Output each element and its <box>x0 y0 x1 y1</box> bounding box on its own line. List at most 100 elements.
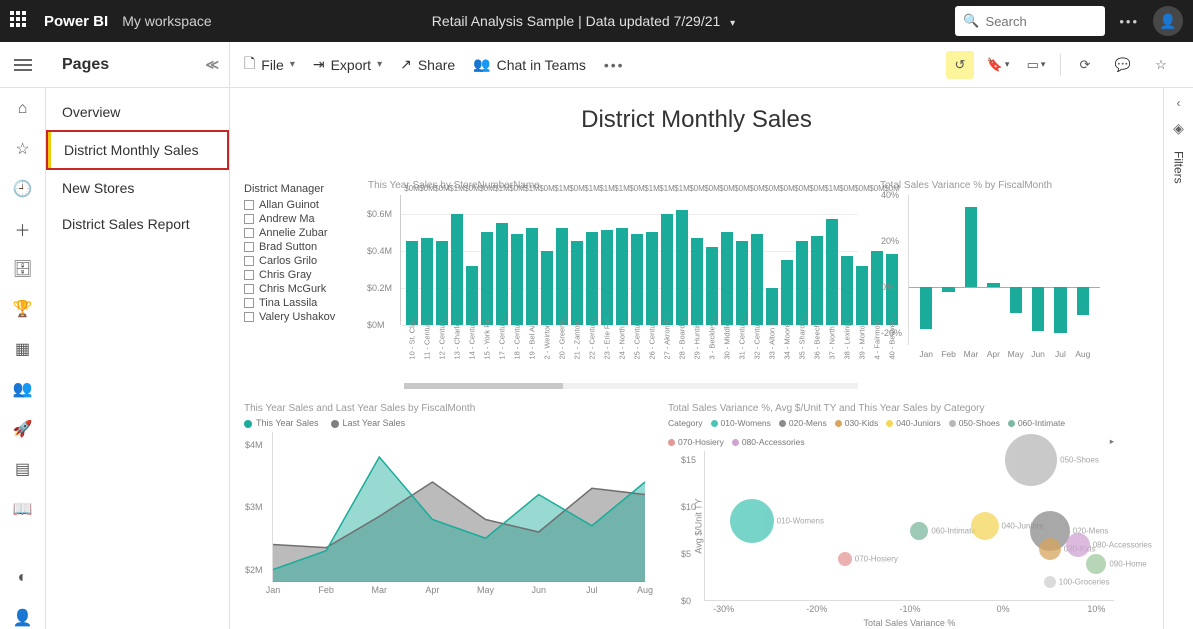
expand-filters-icon[interactable]: ‹ <box>1177 96 1181 110</box>
comment-button[interactable]: 💬 <box>1109 51 1137 79</box>
store-sales-bar-chart[interactable]: This Year Sales by StoreNumberName $0M$0… <box>368 180 858 370</box>
bar[interactable]: $1M26 - Centur… <box>645 195 659 325</box>
bar[interactable]: $0M11 - Centur… <box>420 195 434 325</box>
favorites-icon[interactable]: ☆ <box>12 138 34 160</box>
bar[interactable]: Jul <box>1052 195 1068 345</box>
bar[interactable]: $0M15 - York Fa… <box>480 195 494 325</box>
bar[interactable]: $0M35 - Sharon… <box>795 195 809 325</box>
bar[interactable]: Feb <box>940 195 956 345</box>
favorite-button[interactable]: ☆ <box>1147 51 1175 79</box>
bar[interactable]: May <box>1008 195 1024 345</box>
bar[interactable]: $0M29 - Huntin… <box>690 195 704 325</box>
bar[interactable]: $1M19 - Bel Air… <box>525 195 539 325</box>
variance-bar-chart[interactable]: Total Sales Variance % by FiscalMonth 40… <box>880 180 1100 370</box>
scatter-point[interactable]: 040-Juniors <box>971 512 999 540</box>
bar[interactable]: $1M13 - Charle… <box>450 195 464 325</box>
search-input[interactable] <box>986 14 1086 29</box>
filters-pane-collapsed[interactable]: ‹ ◈ Filters <box>1163 88 1193 629</box>
chat-teams-button[interactable]: 👥 Chat in Teams <box>473 56 586 73</box>
scatter-point[interactable]: 060-Intimate <box>910 522 928 540</box>
bar[interactable]: $1M28 - Board… <box>675 195 689 325</box>
bar[interactable]: $1M37 - North… <box>825 195 839 325</box>
bar[interactable]: $0M38 - Lexing… <box>840 195 854 325</box>
scatter-point[interactable]: 080-Accessories <box>1066 533 1090 557</box>
apps-icon[interactable]: ▦ <box>12 338 34 360</box>
slicer-checkbox-item[interactable]: Tina Lassila <box>244 297 354 309</box>
page-tab[interactable]: District Sales Report <box>46 206 229 242</box>
slicer-checkbox-item[interactable]: Allan Guinot <box>244 199 354 211</box>
page-tab[interactable]: New Stores <box>46 170 229 206</box>
slicer-checkbox-item[interactable]: Annelie Zubar <box>244 227 354 239</box>
page-tab[interactable]: District Monthly Sales <box>46 130 229 170</box>
workspace-link[interactable]: My workspace <box>122 13 211 29</box>
bar[interactable]: $0M12 - Centur… <box>435 195 449 325</box>
bar[interactable]: Jun <box>1030 195 1046 345</box>
bar[interactable]: $0M18 - Centur… <box>510 195 524 325</box>
global-search[interactable]: 🔍 <box>955 6 1105 36</box>
myworkspace-icon[interactable]: ◐ <box>12 567 34 589</box>
slicer-checkbox-item[interactable]: Brad Sutton <box>244 241 354 253</box>
bar[interactable]: $0M3 - Beckley… <box>705 195 719 325</box>
more-options-button[interactable]: ••• <box>1119 14 1139 29</box>
scatter-point[interactable]: 090-Home <box>1086 554 1106 574</box>
bar[interactable]: $1M22 - Centur… <box>585 195 599 325</box>
toolbar-more-button[interactable]: ••• <box>604 57 625 73</box>
datasets-icon[interactable]: 🗄 <box>12 258 34 280</box>
bar[interactable]: $1M27 - Akron F… <box>660 195 674 325</box>
workspace-icon[interactable]: 📖 <box>12 498 34 520</box>
horizontal-scrollbar[interactable] <box>404 383 858 389</box>
bar[interactable]: $0M31 - Centur… <box>735 195 749 325</box>
slicer-checkbox-item[interactable]: Chris McGurk <box>244 283 354 295</box>
bookmark-icon[interactable]: ◈ <box>1173 120 1184 137</box>
bar[interactable]: $0M21 - Zanton… <box>570 195 584 325</box>
scatter-point[interactable]: 070-Hosiery <box>838 552 852 566</box>
bar[interactable]: $1M24 - North… <box>615 195 629 325</box>
bar[interactable]: $0M2 - Weirton… <box>540 195 554 325</box>
bar[interactable]: $0M36 - Beech… <box>810 195 824 325</box>
bar[interactable]: $0M32 - Centur… <box>750 195 764 325</box>
scatter-point[interactable]: 010-Womens <box>730 499 774 543</box>
bar[interactable]: $1M17 - Centur… <box>495 195 509 325</box>
bar[interactable]: $0M34 - Moore… <box>780 195 794 325</box>
profile-small-icon[interactable]: 👤 <box>12 607 34 629</box>
nav-collapse-button[interactable] <box>0 42 46 88</box>
bar[interactable]: $0M33 - Alton F… <box>765 195 779 325</box>
bar[interactable]: $0M14 - Centur… <box>465 195 479 325</box>
recent-icon[interactable]: 🕘 <box>12 178 34 200</box>
goals-icon[interactable]: 🏆 <box>12 298 34 320</box>
share-button[interactable]: ↗ Share <box>400 56 455 73</box>
create-icon[interactable]: ＋ <box>12 218 34 240</box>
category-scatter-chart[interactable]: Total Sales Variance %, Avg $/Unit TY an… <box>668 403 1114 613</box>
export-menu[interactable]: ⇥ Export ▾ <box>313 56 382 73</box>
slicer-checkbox-item[interactable]: Chris Gray <box>244 269 354 281</box>
home-icon[interactable]: ⌂ <box>12 98 34 120</box>
bookmark-button[interactable]: 🔖▾ <box>984 51 1012 79</box>
deploy-icon[interactable]: 🚀 <box>12 418 34 440</box>
monthly-sales-area-chart[interactable]: This Year Sales and Last Year Sales by F… <box>244 403 644 608</box>
app-launcher-icon[interactable] <box>10 11 30 31</box>
report-title-dropdown[interactable]: Retail Analysis Sample | Data updated 7/… <box>212 13 956 29</box>
bar[interactable]: $0M25 - Centur… <box>630 195 644 325</box>
bar[interactable]: Jan <box>918 195 934 345</box>
refresh-button[interactable]: ⟳ <box>1071 51 1099 79</box>
bar[interactable]: $0M39 - Morto… <box>855 195 869 325</box>
shared-icon[interactable]: 👥 <box>12 378 34 400</box>
bar[interactable]: Aug <box>1075 195 1091 345</box>
slicer-checkbox-item[interactable]: Valery Ushakov <box>244 311 354 323</box>
collapse-pages-icon[interactable]: ≪ <box>205 57 219 73</box>
bar[interactable]: $1M20 - Greens… <box>555 195 569 325</box>
bar[interactable]: $1M23 - Erie Fas… <box>600 195 614 325</box>
slicer-checkbox-item[interactable]: Andrew Ma <box>244 213 354 225</box>
district-manager-slicer[interactable]: District Manager Allan GuinotAndrew MaAn… <box>244 183 354 325</box>
page-tab[interactable]: Overview <box>46 94 229 130</box>
account-button[interactable]: 👤 <box>1153 6 1183 36</box>
view-button[interactable]: ▭▾ <box>1022 51 1050 79</box>
bar[interactable]: $0M10 - St. Cla… <box>405 195 419 325</box>
scatter-point[interactable]: 030-Kids <box>1039 538 1061 560</box>
bar[interactable]: Apr <box>985 195 1001 345</box>
learn-icon[interactable]: ▤ <box>12 458 34 480</box>
file-menu[interactable]: 🗋 File ▾ <box>244 53 295 77</box>
scatter-point[interactable]: 100-Groceries <box>1044 576 1056 588</box>
bar[interactable]: Mar <box>963 195 979 345</box>
bar[interactable]: $0M30 - Middle… <box>720 195 734 325</box>
